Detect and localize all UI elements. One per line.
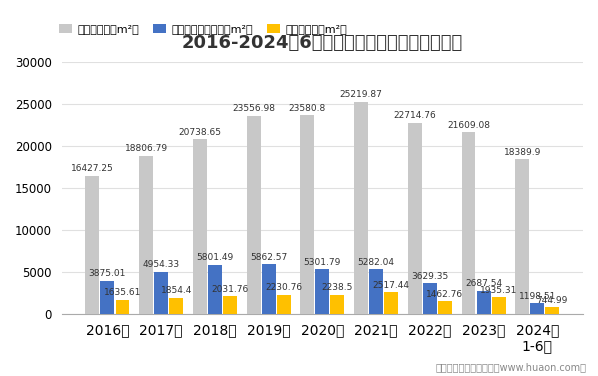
Bar — [154, 272, 168, 314]
Bar — [115, 300, 130, 314]
Text: 2687.54: 2687.54 — [465, 279, 502, 288]
Bar — [331, 295, 344, 314]
Text: 18389.9: 18389.9 — [504, 147, 541, 156]
Bar — [369, 269, 383, 314]
Text: 25219.87: 25219.87 — [340, 90, 383, 99]
Bar — [423, 283, 437, 314]
Bar — [277, 295, 291, 314]
Bar — [462, 132, 475, 314]
Text: 23580.8: 23580.8 — [289, 104, 326, 113]
Text: 5301.79: 5301.79 — [304, 258, 341, 267]
Text: 2031.76: 2031.76 — [211, 285, 249, 294]
Bar — [86, 176, 99, 314]
Text: 16427.25: 16427.25 — [71, 164, 114, 173]
Text: 1462.76: 1462.76 — [426, 290, 463, 299]
Text: 5801.49: 5801.49 — [196, 253, 234, 262]
Text: 744.99: 744.99 — [536, 296, 568, 305]
Text: 18806.79: 18806.79 — [124, 144, 167, 153]
Bar — [100, 281, 114, 314]
Text: 2238.5: 2238.5 — [322, 283, 353, 292]
Bar — [408, 123, 422, 314]
Text: 1935.31: 1935.31 — [480, 286, 517, 295]
Legend: 施工面积（万m²）, 新开工施工面积（万m²）, 竣工面积（万m²）: 施工面积（万m²）, 新开工施工面积（万m²）, 竣工面积（万m²） — [57, 22, 350, 36]
Bar — [262, 264, 276, 314]
Text: 1198.51: 1198.51 — [518, 292, 556, 301]
Text: 5862.57: 5862.57 — [250, 253, 287, 262]
Text: 2230.76: 2230.76 — [265, 283, 302, 292]
Bar — [530, 303, 544, 314]
Bar — [300, 115, 315, 314]
Bar — [208, 265, 222, 314]
Text: 1635.61: 1635.61 — [104, 288, 141, 297]
Text: 4954.33: 4954.33 — [142, 261, 180, 270]
Text: 1854.4: 1854.4 — [160, 287, 192, 296]
Bar — [246, 116, 261, 314]
Text: 2517.44: 2517.44 — [373, 281, 410, 290]
Text: 23556.98: 23556.98 — [232, 104, 275, 113]
Bar — [193, 139, 207, 314]
Text: 制图：华经产业研究院（www.huaon.com）: 制图：华经产业研究院（www.huaon.com） — [435, 362, 586, 372]
Bar — [315, 269, 329, 314]
Bar — [545, 307, 559, 314]
Text: 22714.76: 22714.76 — [393, 111, 436, 120]
Bar — [477, 291, 490, 314]
Text: 21609.08: 21609.08 — [447, 121, 490, 129]
Bar — [438, 301, 452, 314]
Bar — [223, 297, 237, 314]
Bar — [169, 298, 183, 314]
Bar — [384, 293, 398, 314]
Title: 2016-2024年6月江西省房地产施工及竣工面积: 2016-2024年6月江西省房地产施工及竣工面积 — [182, 34, 463, 52]
Bar — [515, 159, 529, 314]
Text: 5282.04: 5282.04 — [358, 258, 395, 267]
Text: 3875.01: 3875.01 — [89, 270, 126, 279]
Text: 3629.35: 3629.35 — [411, 271, 448, 280]
Bar — [139, 156, 153, 314]
Bar — [354, 102, 368, 314]
Bar — [492, 297, 505, 314]
Text: 20738.65: 20738.65 — [178, 128, 221, 137]
